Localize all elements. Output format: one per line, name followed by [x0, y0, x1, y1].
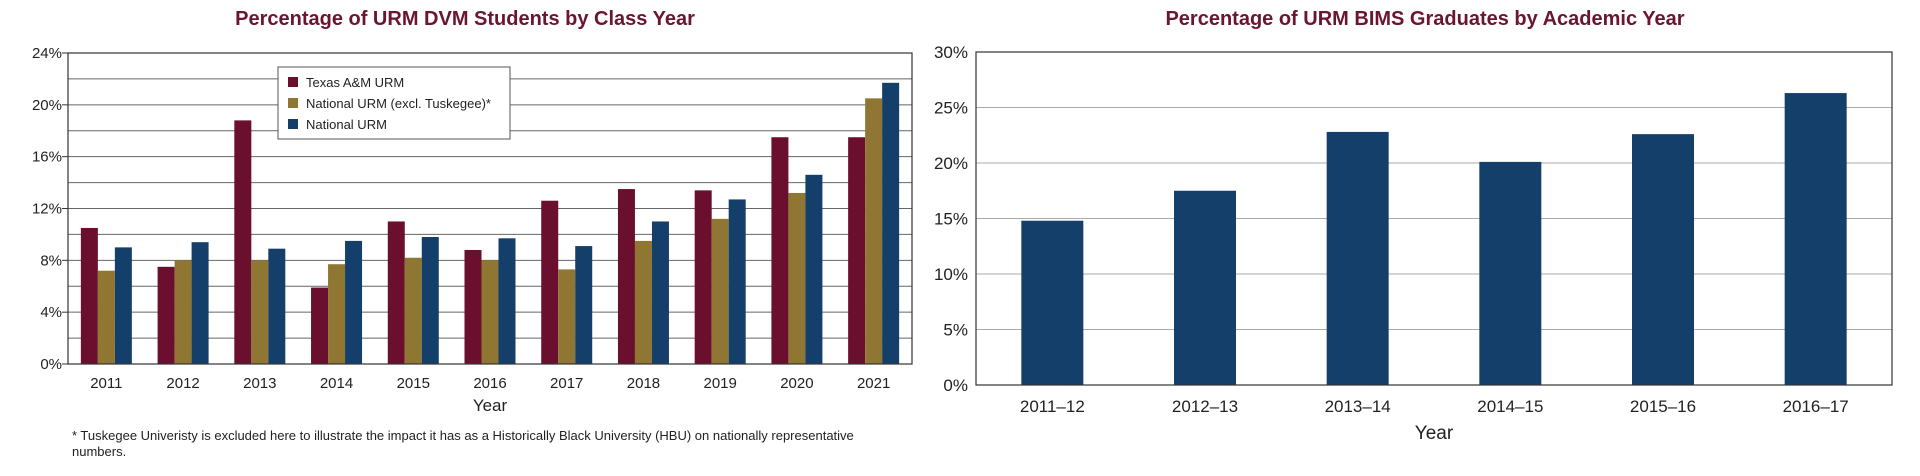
- x-tick-label: 2017: [550, 375, 583, 392]
- bar-tamu-2014: [311, 287, 329, 364]
- bar-tamu-2013: [234, 120, 252, 364]
- bar-national-2017: [575, 246, 593, 364]
- x-tick-label: 2011: [90, 375, 122, 392]
- bar-national-2014: [345, 240, 363, 364]
- x-tick-label: 2012: [166, 375, 199, 392]
- bar-national-excl-2012: [174, 260, 192, 364]
- y-tick-label: 0%: [40, 356, 62, 373]
- y-tick-label: 12%: [32, 201, 62, 218]
- x-axis-title: Year: [1415, 423, 1454, 444]
- bar-national-excl-2018: [634, 240, 652, 364]
- x-tick-label: 2013: [243, 375, 276, 392]
- bar-tamu-2020: [771, 137, 789, 364]
- bar-tamu-2015: [387, 221, 405, 364]
- dvm-chart-svg: 0% 4% 8% 12% 16% 20% 24% 2011 2012 2013 2014 2015 20…: [32, 45, 913, 415]
- y-tick-label: 20%: [32, 97, 62, 114]
- x-tick-label: 2014–15: [1477, 397, 1543, 416]
- bar-national-excl-2014: [328, 264, 346, 364]
- bar-national-2020: [805, 174, 823, 364]
- y-tick-label: 8%: [40, 252, 62, 269]
- legend-swatch: [288, 98, 298, 108]
- legend-swatch: [288, 119, 298, 129]
- x-tick-label: 2019: [703, 375, 736, 392]
- x-tick-label: 2013–14: [1325, 397, 1391, 416]
- y-tick-label: 15%: [934, 210, 968, 229]
- legend-label: Texas A&M URM: [306, 75, 404, 90]
- x-axis-title: Year: [473, 396, 508, 415]
- bar-national-excl-2011: [97, 270, 115, 364]
- dvm-chart-panel: Percentage of URM DVM Students by Class …: [0, 0, 930, 476]
- dvm-footnote: * Tuskegee Univeristy is excluded here t…: [72, 428, 854, 459]
- x-tick-label: 2014: [320, 375, 353, 392]
- x-tick-label: 2015–16: [1630, 397, 1696, 416]
- bar-2011–12: [1021, 220, 1084, 385]
- y-tick-label: 30%: [934, 43, 968, 62]
- x-tick-label: 2015: [397, 375, 430, 392]
- bar-2016–17: [1784, 93, 1847, 385]
- y-tick-label: 0%: [943, 376, 968, 395]
- x-tick-label: 2020: [780, 375, 813, 392]
- x-tick-label: 2021: [857, 375, 890, 392]
- bar-national-2019: [728, 199, 746, 364]
- bar-tamu-2011: [80, 227, 98, 364]
- bar-tamu-2012: [157, 266, 175, 364]
- bar-national-2013: [268, 248, 286, 364]
- bar-tamu-2016: [464, 249, 482, 364]
- bar-national-2021: [882, 82, 900, 364]
- x-tick-label: 2011–12: [1020, 397, 1085, 416]
- x-tick-label: 2018: [627, 375, 660, 392]
- bar-national-2012: [191, 242, 209, 364]
- bar-national-excl-2016: [481, 260, 499, 364]
- y-tick-label: 4%: [40, 304, 62, 321]
- dvm-chart-title: Percentage of URM DVM Students by Class …: [235, 8, 695, 30]
- bar-national-excl-2020: [788, 192, 806, 364]
- bar-national-excl-2019: [711, 218, 729, 364]
- bar-national-2015: [421, 237, 439, 364]
- bims-chart-panel: Percentage of URM BIMS Graduates by Acad…: [930, 0, 1920, 476]
- legend-label: National URM: [306, 117, 387, 132]
- bar-national-2016: [498, 238, 516, 364]
- y-tick-label: 5%: [943, 321, 968, 340]
- bims-chart-svg: 0% 5% 10% 15% 20% 25% 30% 2011–12 2012–13 2013–14…: [934, 43, 1893, 444]
- plot-frame: [67, 52, 913, 365]
- bar-tamu-2018: [617, 189, 635, 364]
- y-tick-label: 16%: [32, 149, 62, 166]
- legend-swatch: [288, 77, 298, 87]
- y-tick-label: 24%: [32, 45, 62, 62]
- bar-2013–14: [1326, 131, 1389, 385]
- x-tick-label: 2012–13: [1172, 397, 1238, 416]
- x-tick-label: 2016: [473, 375, 506, 392]
- y-tick-label: 25%: [934, 99, 968, 118]
- x-tick-label: 2016–17: [1783, 397, 1849, 416]
- bar-national-excl-2021: [865, 98, 883, 365]
- bar-2014–15: [1479, 161, 1542, 385]
- plot-frame: [975, 51, 1893, 386]
- bar-tamu-2021: [848, 137, 866, 364]
- bar-national-2018: [651, 221, 669, 364]
- y-tick-label: 20%: [934, 154, 968, 173]
- bar-2012–13: [1174, 190, 1236, 385]
- bar-national-2011: [114, 247, 132, 364]
- bar-2015–16: [1632, 134, 1694, 385]
- y-tick-label: 10%: [934, 265, 968, 284]
- bar-national-excl-2013: [251, 260, 269, 364]
- bims-chart-title: Percentage of URM BIMS Graduates by Acad…: [1165, 8, 1685, 30]
- legend-box: [277, 66, 511, 140]
- bar-tamu-2017: [541, 200, 559, 364]
- bar-national-excl-2017: [558, 269, 576, 364]
- legend-label: National URM (excl. Tuskegee)*: [306, 96, 491, 111]
- bar-tamu-2019: [694, 190, 712, 364]
- bar-national-excl-2015: [404, 257, 422, 364]
